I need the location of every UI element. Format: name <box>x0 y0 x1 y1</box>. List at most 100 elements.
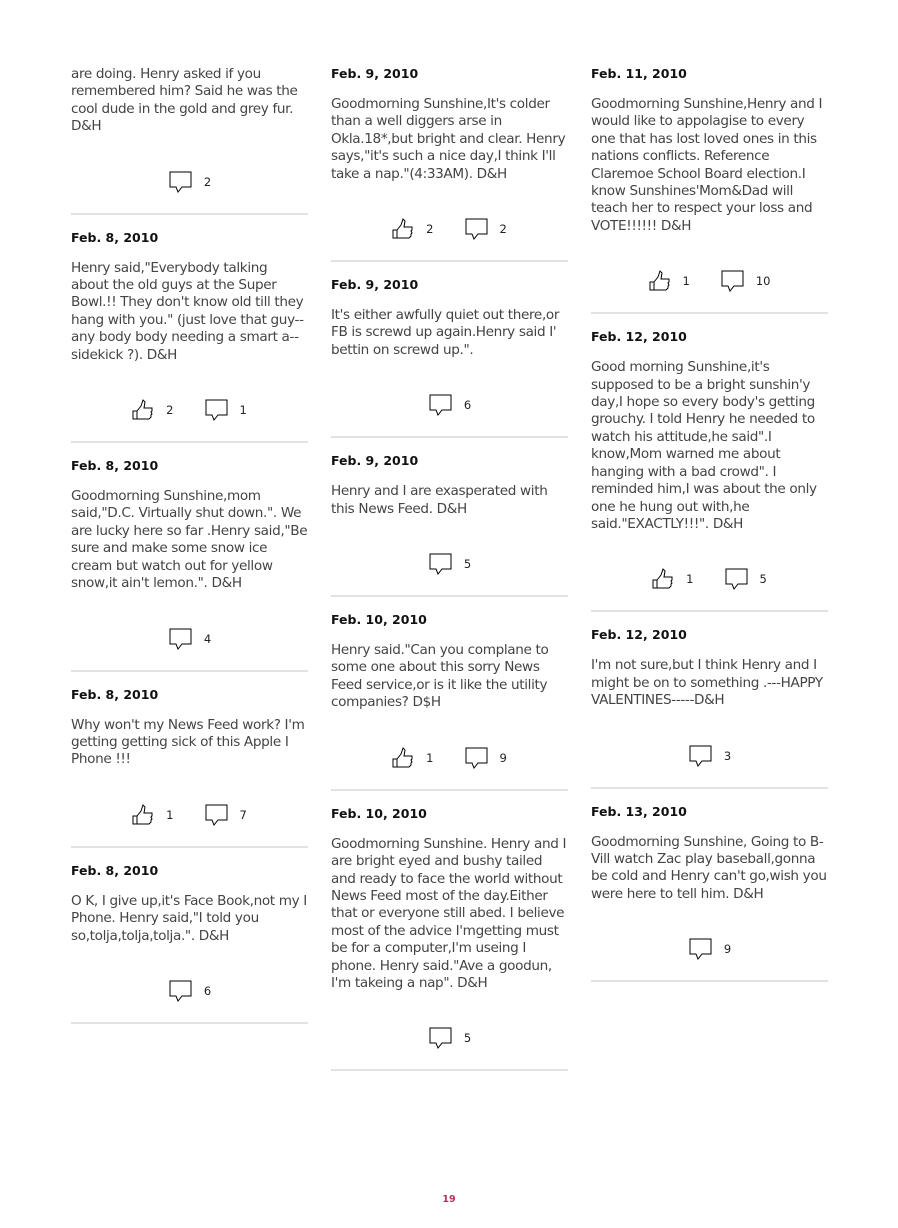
comment-bubble-icon <box>688 743 714 769</box>
reactions: 6 <box>331 393 568 417</box>
post-text: Goodmorning Sunshine,mom said,"D.C. Virt… <box>71 488 312 592</box>
reactions: 5 <box>331 1026 568 1050</box>
comment-count-value: 1 <box>239 403 247 418</box>
comment-bubble-icon <box>720 268 746 294</box>
post: Feb. 13, 2010 Goodmorning Sunshine, Going… <box>591 789 828 983</box>
comment-count[interactable]: 3 <box>688 743 731 769</box>
column-3: Feb. 11, 2010 Goodmorning Sunshine,Henry … <box>591 66 828 983</box>
post: Feb. 12, 2010 I'm not sure,but I think He… <box>591 612 828 789</box>
column-2: Feb. 9, 2010 Goodmorning Sunshine,It's co… <box>331 66 570 1072</box>
comment-count[interactable]: 5 <box>428 551 471 577</box>
post-text: I'm not sure,but I think Henry and I mig… <box>591 657 827 709</box>
thumbs-up-icon <box>392 217 416 241</box>
comment-bubble-icon <box>688 936 714 962</box>
post-text: Goodmorning Sunshine. Henry and I are br… <box>331 835 571 991</box>
post-date: Feb. 8, 2010 <box>71 229 159 245</box>
thumbs-up-icon <box>132 398 156 422</box>
comment-count-value: 6 <box>463 398 472 413</box>
comment-bubble-icon <box>168 169 194 195</box>
like-count[interactable]: 2 <box>392 217 434 241</box>
comment-count[interactable]: 5 <box>428 1025 471 1051</box>
post-date: Feb. 10, 2010 <box>331 612 427 628</box>
comment-bubble-icon <box>428 551 454 577</box>
like-count[interactable]: 2 <box>132 398 174 422</box>
reactions: 5 <box>331 552 568 576</box>
comment-count-value: 4 <box>203 631 212 646</box>
like-count[interactable]: 1 <box>652 567 694 591</box>
like-count-value: 1 <box>166 807 174 822</box>
comment-count[interactable]: 6 <box>428 392 471 418</box>
post: Feb. 9, 2010 Goodmorning Sunshine,It's co… <box>331 66 570 263</box>
comment-count[interactable]: 2 <box>168 169 211 195</box>
comment-count[interactable]: 2 <box>464 216 507 242</box>
comment-bubble-icon <box>464 216 490 242</box>
reactions: 2 <box>71 170 308 194</box>
reactions: 3 <box>591 744 828 768</box>
post-date: Feb. 13, 2010 <box>591 803 687 819</box>
like-count-value: 1 <box>682 274 690 289</box>
page-number: 19 <box>442 1194 456 1205</box>
post-text: are doing. Henry asked if you remembered… <box>71 66 302 135</box>
post: Feb. 10, 2010 Henry said."Can you complan… <box>331 597 568 791</box>
post-text: Henry said,"Everybody talking about the … <box>71 259 308 363</box>
comment-count-value: 2 <box>203 174 212 189</box>
post-text: It's either awfully quiet out there,or F… <box>331 307 564 358</box>
comment-bubble-icon <box>204 802 230 828</box>
thumbs-up-icon <box>132 803 156 827</box>
comment-bubble-icon <box>168 626 194 652</box>
comment-count[interactable]: 5 <box>724 566 767 592</box>
comment-count-value: 5 <box>463 1031 472 1046</box>
post-text: Goodmorning Sunshine,It's colder than a … <box>331 96 570 182</box>
post-date: Feb. 10, 2010 <box>331 805 427 821</box>
comment-count[interactable]: 7 <box>204 802 247 828</box>
post: Feb. 8, 2010 Goodmorning Sunshine,mom sai… <box>71 443 312 672</box>
post-text: Henry said."Can you complane to some one… <box>331 642 553 711</box>
post-date: Feb. 8, 2010 <box>71 458 159 474</box>
comment-count-value: 7 <box>239 807 247 822</box>
comment-bubble-icon <box>464 745 490 771</box>
thumbs-up-icon <box>652 567 676 591</box>
comment-count-value: 3 <box>723 748 732 763</box>
post-date: Feb. 8, 2010 <box>71 686 159 702</box>
like-count[interactable]: 1 <box>132 803 174 827</box>
comment-count[interactable]: 9 <box>688 936 731 962</box>
post-date: Feb. 9, 2010 <box>331 66 419 81</box>
thumbs-up-icon <box>649 269 673 293</box>
comment-count[interactable]: 6 <box>168 978 211 1004</box>
post-date: Feb. 12, 2010 <box>591 329 687 345</box>
reactions: 4 <box>71 627 308 651</box>
comment-count[interactable]: 1 <box>204 397 247 423</box>
post-text: Goodmorning Sunshine,Henry and I would l… <box>591 96 827 234</box>
like-count[interactable]: 1 <box>649 269 690 293</box>
reactions: 1 10 <box>591 269 828 293</box>
comment-bubble-icon <box>724 566 750 592</box>
comment-count[interactable]: 9 <box>464 745 507 771</box>
post-text: Goodmorning Sunshine, Going to B-Vill wa… <box>591 833 831 902</box>
comment-count-value: 6 <box>203 983 212 998</box>
post: Feb. 8, 2010 O K, I give up,it's Face Boo… <box>71 848 308 1024</box>
post: Feb. 9, 2010 Henry and I are exasperated … <box>331 438 568 598</box>
comment-bubble-icon <box>428 392 454 418</box>
column-1: are doing. Henry asked if you remembered… <box>71 66 308 1024</box>
comment-count-value: 2 <box>499 222 507 237</box>
post: Feb. 10, 2010 Goodmorning Sunshine. Henry… <box>331 791 568 1072</box>
post: Feb. 12, 2010 Good morning Sunshine,it's … <box>591 314 828 613</box>
post: Feb. 8, 2010 Why won't my News Feed work?… <box>71 672 308 848</box>
post: are doing. Henry asked if you remembered… <box>71 66 308 215</box>
like-count-value: 2 <box>426 222 434 237</box>
like-count-value: 2 <box>166 403 174 418</box>
post-text: O K, I give up,it's Face Book,not my I P… <box>71 892 311 944</box>
comment-count[interactable]: 4 <box>168 626 211 652</box>
comment-bubble-icon <box>204 397 230 423</box>
comment-count[interactable]: 10 <box>720 268 770 294</box>
like-count[interactable]: 1 <box>392 746 434 770</box>
post-date: Feb. 11, 2010 <box>591 66 687 81</box>
post-date: Feb. 9, 2010 <box>331 277 419 293</box>
comment-count-value: 5 <box>759 572 767 587</box>
comment-bubble-icon <box>428 1025 454 1051</box>
thumbs-up-icon <box>392 746 416 770</box>
